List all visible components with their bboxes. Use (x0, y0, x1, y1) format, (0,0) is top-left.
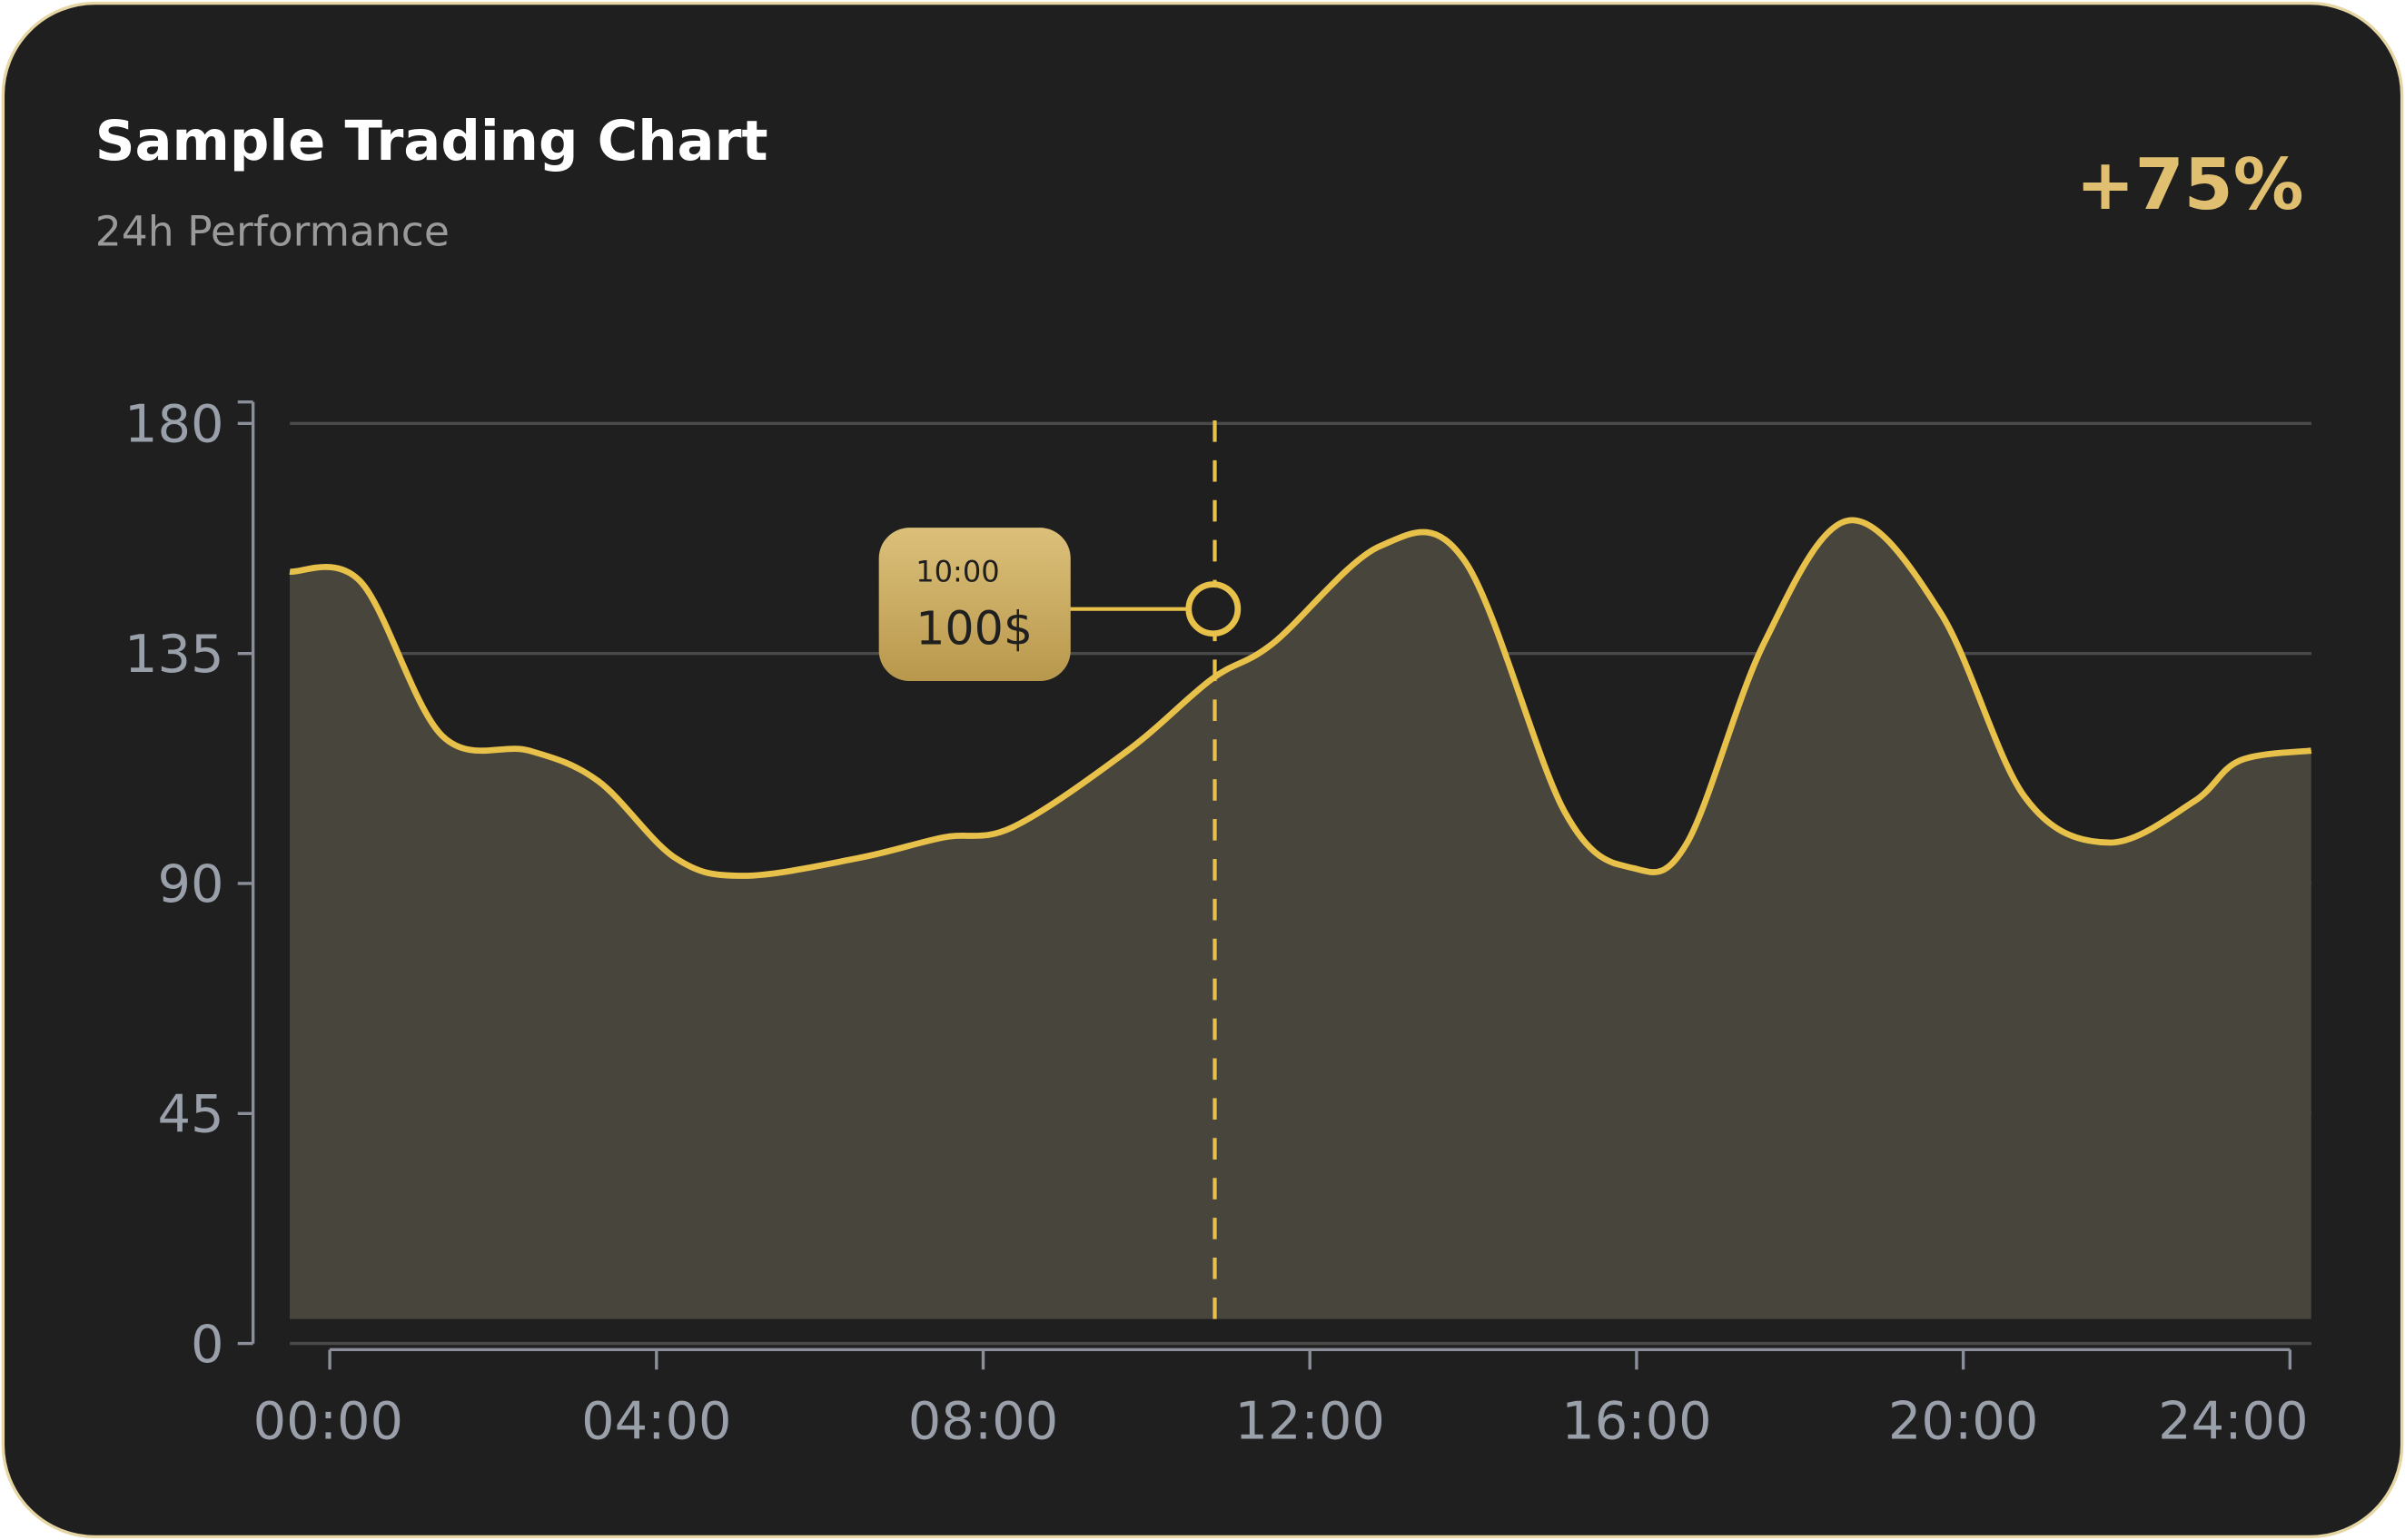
subtitle: 24h Performance (95, 207, 450, 255)
x-tick-label: 16:00 (1561, 1390, 1711, 1451)
x-tick-label: 20:00 (1888, 1390, 2038, 1451)
y-tick-label: 180 (124, 394, 224, 455)
price-line (289, 517, 2312, 879)
y-tick-label: 0 (191, 1314, 224, 1375)
change: +75% (2076, 144, 2304, 226)
hover-point (1185, 581, 1242, 637)
tooltip-price: 100$ (915, 602, 1033, 656)
plot: 0 45 90 135 180 00:00 04:00 08:00 12:00 16:00 20:0… (124, 394, 2312, 1451)
x-tick-label: 12:00 (1234, 1390, 1384, 1451)
x-tick-label: 00:00 (253, 1390, 403, 1451)
x-tick-label: 04:00 (581, 1390, 731, 1451)
y-tick-label: 90 (157, 854, 223, 914)
tooltip-time: 10:00 (915, 554, 999, 588)
area (290, 519, 2311, 1319)
x-tick-label: 24:00 (2158, 1390, 2308, 1451)
y-tick-label: 45 (157, 1084, 223, 1145)
tooltip (878, 528, 1071, 682)
x-tick-label: 08:00 (908, 1390, 1058, 1451)
y-tick-label: 135 (124, 624, 224, 685)
title: Sample Trading Chart (95, 110, 768, 173)
